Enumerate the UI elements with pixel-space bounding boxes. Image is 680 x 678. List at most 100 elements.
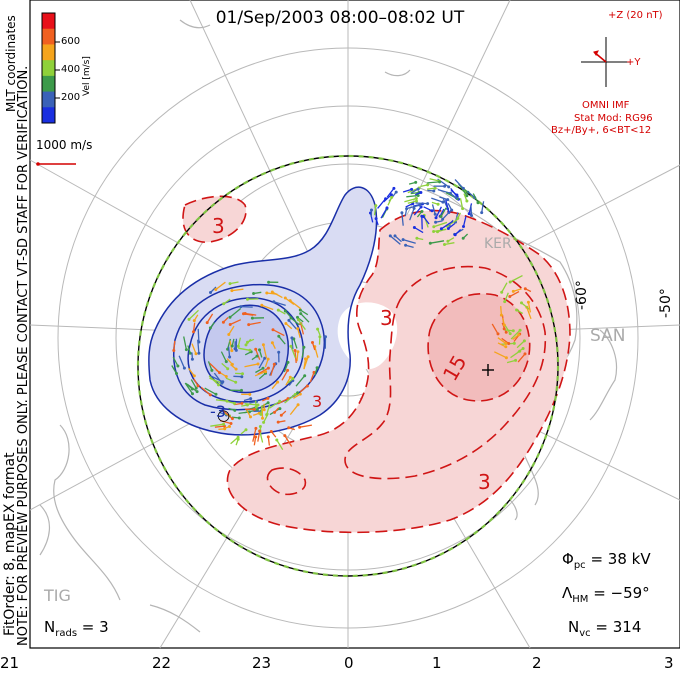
imf-omni-label: OMNI IMF: [582, 100, 629, 111]
velocity-vector-origin: [259, 413, 262, 416]
imf-y-label: +Y: [626, 57, 641, 68]
velocity-vector-origin: [426, 202, 429, 205]
velocity-vector-origin: [296, 350, 299, 353]
velocity-vector-origin: [455, 196, 458, 199]
velocity-vector-origin: [231, 345, 234, 348]
velocity-vector-origin: [233, 409, 236, 412]
velocity-vector-origin: [523, 339, 526, 342]
velocity-vector: [431, 198, 443, 202]
velocity-vector-origin: [273, 363, 276, 366]
velocity-vector-origin: [206, 321, 209, 324]
velocity-vector-origin: [386, 206, 389, 209]
velocity-vector-origin: [267, 281, 270, 284]
velocity-vector-origin: [185, 348, 188, 351]
velocity-vector: [427, 182, 439, 183]
velocity-vector-origin: [294, 393, 297, 396]
mlt-tick-label: 23: [252, 654, 271, 672]
velocity-vector-origin: [241, 372, 244, 375]
velocity-vector-origin: [462, 187, 465, 190]
velocity-vector-origin: [505, 331, 508, 334]
velocity-vector-origin: [237, 345, 240, 348]
velocity-vector-origin: [228, 425, 231, 428]
velocity-vector-origin: [240, 375, 243, 378]
velocity-vector-origin: [415, 237, 418, 240]
velocity-vector-origin: [434, 187, 437, 190]
velocity-vector-origin: [519, 329, 522, 332]
velocity-vector-origin: [193, 374, 196, 377]
velocity-vector-origin: [287, 361, 290, 364]
imf-statmod-label: Stat Mod: RG96: [574, 113, 653, 124]
velocity-vector-origin: [191, 392, 194, 395]
velocity-vector-origin: [524, 287, 527, 290]
velocity-vector-origin: [249, 415, 252, 418]
velocity-vector-origin: [434, 221, 437, 224]
velocity-vector-origin: [228, 356, 231, 359]
velocity-vector-origin: [465, 200, 468, 203]
velocity-vector-origin: [297, 318, 300, 321]
velocity-vector-origin: [462, 237, 465, 240]
velocity-vector-origin: [500, 291, 503, 294]
velocity-vector-origin: [222, 321, 225, 324]
velocity-vector: [415, 203, 427, 204]
velocity-vector-origin: [239, 305, 242, 308]
velocity-vector-origin: [461, 207, 464, 210]
velocity-vector-origin: [235, 368, 238, 371]
mlt-tick-label: 0: [344, 654, 354, 672]
velocity-vector-origin: [437, 203, 440, 206]
velocity-vector-origin: [299, 312, 302, 315]
lambda-hm-stat: ΛHM = −59°: [562, 584, 650, 605]
velocity-vector-origin: [512, 290, 515, 293]
colorbar-segment: [42, 76, 55, 92]
velocity-vector-origin: [284, 297, 287, 300]
velocity-vector-origin: [443, 185, 446, 188]
velocity-vector-origin: [251, 317, 254, 320]
velocity-vector-origin: [306, 385, 309, 388]
velocity-vector-origin: [245, 428, 248, 431]
velocity-vector-origin: [197, 352, 200, 355]
velocity-vector-origin: [231, 417, 234, 420]
velocity-vector-origin: [291, 377, 294, 380]
n-rads-stat: Nrads = 3: [44, 618, 109, 639]
velocity-vector-origin: [509, 332, 512, 335]
velocity-vector-origin: [456, 217, 459, 220]
velocity-vector-origin: [400, 211, 403, 214]
velocity-vector-origin: [392, 187, 395, 190]
mlt-tick-label: 3: [664, 654, 674, 672]
velocity-vector-origin: [235, 349, 238, 352]
velocity-vector-origin: [374, 204, 377, 207]
velocity-vector-origin: [509, 281, 512, 284]
velocity-vector-origin: [446, 198, 449, 201]
velocity-vector-origin: [254, 348, 257, 351]
n-vc-stat: Nvc = 314: [568, 618, 641, 639]
velocity-vector-origin: [257, 363, 260, 366]
velocity-vector-origin: [265, 292, 268, 295]
velocity-vector-origin: [277, 421, 280, 424]
velocity-vector-origin: [417, 188, 420, 191]
velocity-vector-origin: [277, 335, 280, 338]
velocity-vector-origin: [441, 218, 444, 221]
velocity-vector-origin: [432, 190, 435, 193]
velocity-vector-origin: [262, 367, 265, 370]
velocity-vector-origin: [415, 200, 418, 203]
velocity-vector-origin: [513, 342, 516, 345]
velocity-vector-origin: [172, 349, 175, 352]
velocity-vector-origin: [214, 288, 217, 291]
velocity-vector-origin: [422, 215, 425, 218]
velocity-vector-origin: [287, 319, 290, 322]
velocity-vector-origin: [440, 215, 443, 218]
velocity-vector-origin: [210, 369, 213, 372]
scale-vector: [36, 162, 76, 166]
velocity-vector-origin: [256, 355, 259, 358]
contour-label: 3: [312, 392, 322, 411]
velocity-vector-origin: [277, 351, 280, 354]
velocity-vector-origin: [402, 238, 405, 241]
velocity-vector-origin: [246, 404, 249, 407]
velocity-vector-origin: [230, 349, 233, 352]
velocity-vector-origin: [271, 341, 274, 344]
colorbar-segment: [42, 60, 55, 76]
velocity-vector-origin: [480, 211, 483, 214]
imf-dial: [581, 37, 631, 87]
velocity-vector-origin: [261, 417, 264, 420]
contour-label: -3: [210, 402, 226, 421]
